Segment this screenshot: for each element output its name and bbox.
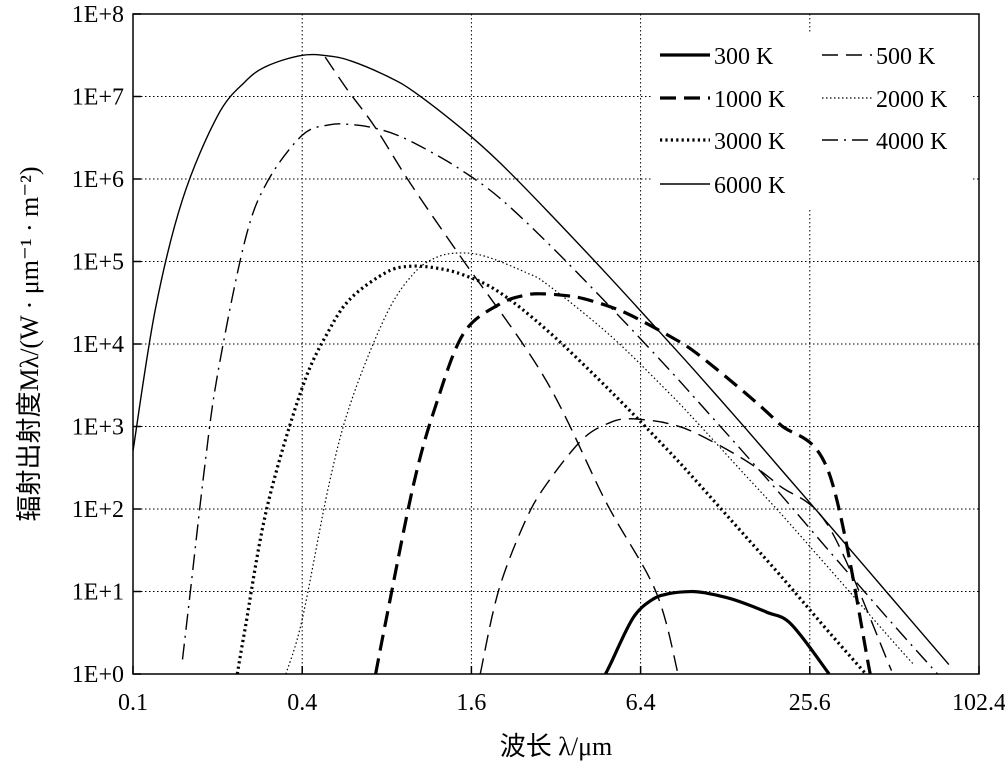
y-tick-label: 1E+6 bbox=[72, 167, 124, 193]
axis-ticks: 0.1 0.4 1.6 6.4 25.6 102.4 1E+0 1E+1 1E+2 1E+3 1E+… bbox=[72, 2, 1005, 716]
legend-label: 1000 K bbox=[714, 87, 786, 113]
x-tick-label: 1.6 bbox=[456, 690, 486, 716]
series-line-2000k bbox=[285, 252, 915, 674]
y-tick-label: 1E+2 bbox=[72, 497, 124, 523]
series-line-1000k bbox=[374, 292, 872, 674]
y-axis-label: 辐射出射度Mλ/(W · μm⁻¹ · m⁻²) bbox=[15, 166, 44, 521]
legend-label: 6000 K bbox=[714, 173, 786, 199]
legend-label: 3000 K bbox=[714, 129, 786, 155]
series-line-4000k bbox=[181, 123, 939, 674]
x-tick-label: 6.4 bbox=[626, 690, 656, 716]
legend: 6000 K 4000 K 3000 K 2000 K 1000 K 500 K 300 K bbox=[652, 32, 972, 210]
y-tick-label: 1E+7 bbox=[72, 85, 124, 111]
y-tick-label: 1E+8 bbox=[72, 2, 124, 28]
y-tick-label: 1E+5 bbox=[72, 250, 124, 276]
x-axis-label: 波长 λ/μm bbox=[500, 732, 613, 761]
legend-label: 300 K bbox=[714, 44, 774, 70]
series-line-3000k bbox=[235, 264, 868, 674]
legend-background bbox=[652, 32, 972, 210]
x-tick-label: 0.4 bbox=[287, 690, 317, 716]
y-tick-label: 1E+3 bbox=[72, 415, 124, 441]
series-line-300k bbox=[604, 589, 831, 674]
legend-label: 500 K bbox=[876, 44, 936, 70]
series-line-6000k bbox=[133, 53, 950, 666]
legend-label: 2000 K bbox=[876, 87, 948, 113]
x-tick-label: 25.6 bbox=[789, 690, 831, 716]
curves bbox=[133, 53, 950, 674]
y-tick-label: 1E+1 bbox=[72, 580, 124, 606]
y-tick-label: 1E+4 bbox=[72, 332, 124, 358]
x-tick-label: 0.1 bbox=[118, 690, 148, 716]
legend-label: 4000 K bbox=[876, 129, 948, 155]
x-tick-label: 102.4 bbox=[952, 690, 1005, 716]
wien-displacement-line bbox=[324, 56, 679, 674]
series-line-500k bbox=[479, 418, 893, 674]
y-tick-label: 1E+0 bbox=[72, 662, 124, 688]
